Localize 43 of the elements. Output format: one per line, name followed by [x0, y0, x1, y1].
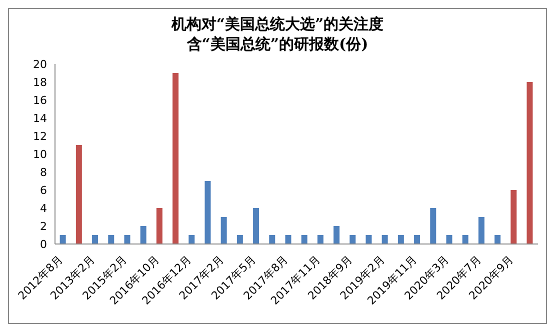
- bar: [350, 235, 356, 244]
- bar: [301, 235, 308, 244]
- bar: [317, 235, 324, 244]
- bar: [382, 235, 388, 244]
- bar: [156, 208, 162, 244]
- chart-title: 机构对“美国总统大选”的关注度: [170, 14, 385, 34]
- bar: [366, 235, 372, 244]
- bar: [108, 235, 114, 244]
- bar: [76, 145, 82, 244]
- bar: [236, 235, 243, 244]
- bar: [430, 208, 436, 244]
- bar: [140, 226, 146, 244]
- chart-subtitle: 含“美国总统”的研报数(份): [186, 34, 370, 54]
- y-tick-label: 14: [33, 112, 47, 125]
- y-tick-label: 10: [33, 148, 47, 161]
- bar: [398, 235, 404, 244]
- bar: [124, 235, 130, 244]
- bar: [510, 190, 517, 244]
- y-tick-label: 2: [40, 220, 47, 233]
- bar: [204, 181, 211, 244]
- bar: [285, 235, 292, 244]
- y-tick-label: 8: [40, 166, 47, 179]
- bar: [220, 217, 227, 244]
- bar: [188, 235, 195, 244]
- bar: [253, 208, 260, 244]
- y-tick-label: 20: [33, 58, 47, 71]
- bar: [92, 235, 98, 244]
- bar: [478, 217, 484, 244]
- bar: [60, 235, 66, 244]
- y-tick-label: 0: [40, 238, 47, 251]
- bar: [446, 235, 452, 244]
- y-tick-label: 12: [33, 130, 47, 143]
- bar: [269, 235, 276, 244]
- bar: [334, 226, 340, 244]
- bar: [414, 235, 420, 244]
- bar: [462, 235, 468, 244]
- y-tick-label: 6: [40, 184, 47, 197]
- y-tick-label: 16: [33, 94, 47, 107]
- bar: [494, 235, 501, 244]
- y-tick-label: 18: [33, 76, 47, 89]
- bar: [172, 73, 179, 244]
- bar: [526, 82, 533, 244]
- y-tick-label: 4: [40, 202, 47, 215]
